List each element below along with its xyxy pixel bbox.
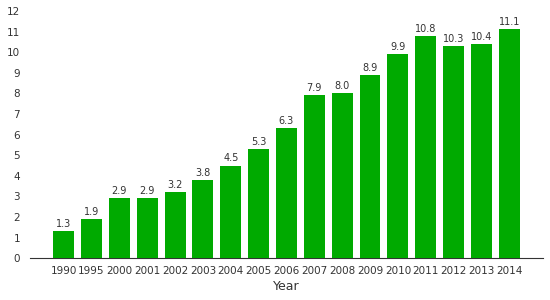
Bar [276,128,297,258]
Bar [164,192,185,258]
Text: 10.3: 10.3 [443,34,464,44]
Text: 6.3: 6.3 [279,116,294,126]
Bar [304,95,325,258]
Text: 2.9: 2.9 [140,186,155,197]
Text: 2.9: 2.9 [112,186,127,197]
Text: 3.8: 3.8 [195,168,211,178]
Bar [332,93,353,258]
Text: 8.9: 8.9 [362,63,378,73]
Text: 10.4: 10.4 [471,32,492,42]
Bar [53,232,74,258]
Text: 8.0: 8.0 [334,81,350,91]
Text: 3.2: 3.2 [167,180,183,190]
Text: 5.3: 5.3 [251,137,266,147]
Text: 4.5: 4.5 [223,153,239,164]
Bar [471,44,492,258]
Bar [221,166,241,258]
Bar [360,75,381,258]
Bar [81,219,102,258]
Bar [443,46,464,258]
Text: 1.9: 1.9 [84,207,99,217]
Bar [415,36,436,258]
Bar [192,180,213,258]
Text: 9.9: 9.9 [390,42,405,52]
Bar [109,199,130,258]
Text: 1.3: 1.3 [56,219,72,230]
X-axis label: Year: Year [273,280,300,293]
Text: 10.8: 10.8 [415,24,436,34]
Bar [248,149,269,258]
Bar [137,199,158,258]
Bar [499,29,520,258]
Text: 7.9: 7.9 [307,83,322,93]
Bar [387,54,408,258]
Text: 11.1: 11.1 [499,17,520,27]
